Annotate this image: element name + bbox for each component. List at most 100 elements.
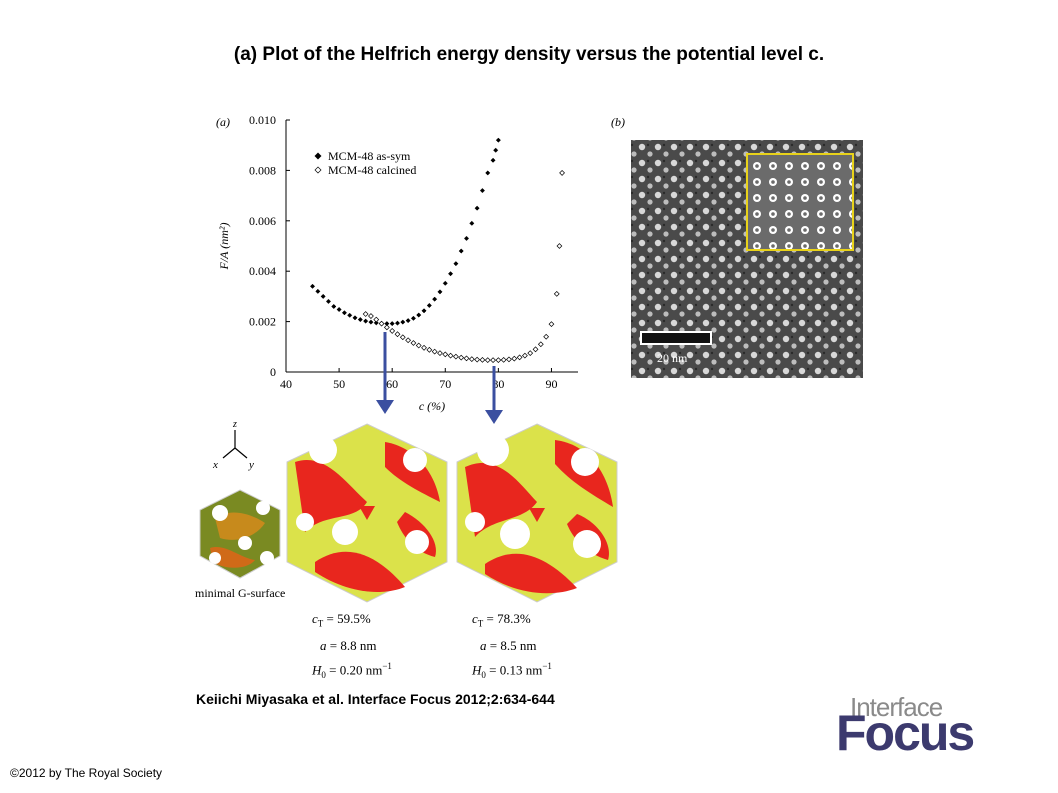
- arrow-left: [376, 400, 394, 414]
- data-point: [394, 320, 401, 326]
- data-point: [479, 188, 485, 194]
- data-point: [452, 353, 459, 360]
- data-point: [373, 316, 380, 323]
- data-point: [490, 357, 496, 364]
- legend-marker: [314, 152, 322, 160]
- data-point: [559, 170, 565, 176]
- data-point: [537, 341, 544, 348]
- energy-density-chart: (a) 40 50 60 70 80 9000.0020.0040.0060.0080.0…: [216, 113, 578, 413]
- legend-label: MCM-48 calcined: [328, 163, 416, 177]
- scale-bar: [640, 331, 712, 345]
- axis-triad: z x y: [212, 419, 254, 471]
- y-tick-label: 0: [270, 365, 276, 379]
- data-point: [368, 319, 374, 325]
- data-point: [410, 340, 417, 346]
- data-point: [527, 350, 534, 356]
- data-point: [394, 331, 401, 338]
- structure-params-1: cT = 59.5% a = 8.8 nm H0 = 0.20 nm−1: [312, 611, 392, 680]
- x-axis-label: c (%): [419, 399, 445, 413]
- data-point: [352, 315, 358, 321]
- x-tick-label: 70: [439, 377, 451, 391]
- data-point: [309, 283, 316, 289]
- data-point: [399, 334, 406, 341]
- data-point: [463, 355, 470, 362]
- data-point: [336, 306, 342, 313]
- panel-b-label: (b): [611, 115, 625, 129]
- data-point: [421, 344, 427, 351]
- data-point: [532, 346, 539, 353]
- tem-inset: [746, 153, 854, 251]
- data-point: [331, 303, 337, 310]
- structure-cube-2: [456, 423, 618, 603]
- data-point: [511, 355, 518, 362]
- data-point: [479, 357, 486, 363]
- data-point: [431, 348, 438, 355]
- structure-params-2: cT = 78.3% a = 8.5 nm H0 = 0.13 nm−1: [472, 611, 552, 680]
- data-point: [368, 313, 374, 319]
- data-point: [493, 147, 499, 153]
- data-point: [453, 261, 459, 267]
- data-point: [500, 357, 507, 363]
- data-point: [458, 354, 465, 361]
- data-point: [469, 220, 475, 226]
- chart-axes: [285, 120, 578, 373]
- data-point: [495, 137, 501, 143]
- copyright: ©2012 by The Royal Society: [10, 766, 163, 780]
- data-point: [468, 356, 475, 363]
- citation: Keiichi Miyasaka et al. Interface Focus …: [196, 691, 555, 707]
- data-point: [315, 288, 321, 294]
- data-point: [416, 312, 422, 318]
- data-point: [341, 310, 347, 316]
- data-point: [485, 170, 491, 176]
- structure-cube-1: [286, 423, 448, 603]
- data-point: [363, 318, 369, 324]
- y-tick-label: 0.006: [249, 214, 276, 228]
- data-point: [442, 280, 448, 286]
- data-point: [548, 321, 555, 328]
- minimal-g-surface-cube: [199, 489, 281, 579]
- data-point: [506, 356, 512, 363]
- x-tick-label: 50: [333, 377, 345, 391]
- data-point: [495, 357, 502, 364]
- logo-bottom-text: Focus: [836, 705, 975, 761]
- x-tick-label: 90: [545, 377, 557, 391]
- data-point: [325, 298, 332, 304]
- data-point: [442, 351, 449, 358]
- data-point: [373, 320, 379, 326]
- data-point: [543, 333, 550, 340]
- axis-z-label: z: [232, 419, 237, 430]
- data-point: [389, 328, 396, 334]
- data-point: [426, 346, 433, 353]
- data-point: [400, 319, 406, 325]
- legend-label: MCM-48 as-sym: [328, 149, 411, 163]
- data-point: [437, 289, 443, 295]
- legend-marker: [314, 166, 322, 174]
- data-point: [405, 337, 412, 344]
- data-point: [448, 271, 454, 277]
- arrows: [376, 332, 503, 424]
- page-title: (a) Plot of the Helfrich energy density …: [233, 44, 825, 65]
- data-point: [383, 324, 390, 331]
- data-point: [362, 311, 369, 317]
- data-point: [458, 248, 464, 254]
- data-point: [421, 308, 427, 314]
- data-point: [389, 321, 395, 327]
- data-point: [405, 318, 411, 324]
- data-point: [426, 302, 432, 309]
- data-point: [474, 205, 480, 211]
- y-axis-label: F/A (nm²): [217, 222, 231, 270]
- y-tick-label: 0.010: [249, 113, 276, 127]
- data-point: [484, 357, 491, 364]
- scale-bar-label: 20 nm: [657, 351, 688, 365]
- data-point: [432, 296, 438, 302]
- data-point: [522, 352, 528, 359]
- data-point: [357, 317, 363, 323]
- y-tick-label: 0.004: [249, 264, 276, 278]
- axis-x-label: x: [212, 459, 218, 471]
- data-point: [320, 293, 326, 299]
- y-tick-label: 0.002: [249, 315, 276, 329]
- y-tick-label: 0.008: [249, 163, 276, 177]
- data-point: [437, 350, 443, 356]
